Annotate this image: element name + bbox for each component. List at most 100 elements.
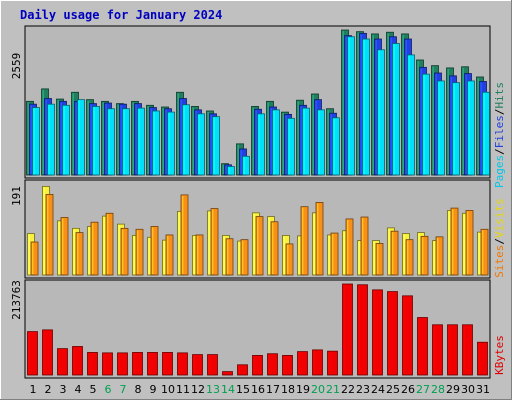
bar-kbytes-day-7: [117, 352, 128, 376]
bar-files-day-24-highlight: [375, 40, 377, 174]
bar-kbytes-day-10-body: [162, 352, 173, 376]
bar-sites-day-24-highlight: [377, 244, 379, 274]
bar-kbytes-day-22: [342, 283, 353, 376]
bar-kbytes-day-31-body: [477, 341, 488, 376]
bar-kbytes-day-19: [297, 351, 308, 376]
bar-sites-day-31-highlight: [482, 230, 484, 274]
bar-kbytes-day-23-body: [357, 284, 368, 376]
bar-sites-day-11-highlight: [182, 195, 184, 274]
bar-pages-day-6: [107, 108, 115, 176]
bar-kbytes-day-5-body: [87, 352, 98, 376]
kbytes-bars: [27, 283, 488, 376]
legend-sep: /: [493, 238, 506, 245]
bar-hits-day-7-highlight: [117, 104, 119, 174]
bar-kbytes-day-1-body: [27, 331, 38, 376]
bar-hits-day-13-highlight: [207, 111, 209, 174]
bar-pages-day-10-body: [167, 111, 175, 176]
chart-title: Daily usage for January 2024: [20, 8, 222, 22]
bar-sites-day-23-body: [360, 216, 369, 276]
bar-hits-day-16-highlight: [252, 107, 254, 174]
bar-sites-day-11-body: [180, 194, 189, 276]
bar-hits-day-14-highlight: [222, 164, 224, 174]
bar-sites-day-2-body: [45, 194, 54, 276]
bar-hits-day-5-highlight: [87, 100, 89, 174]
bar-sites-day-29-body: [450, 207, 459, 276]
bar-kbytes-day-4-highlight: [73, 347, 75, 374]
bar-pages-day-18-body: [287, 117, 295, 176]
bar-kbytes-day-21-body: [327, 350, 338, 376]
bar-sites-day-5-body: [90, 221, 99, 276]
kbytes-ymax-label: 213763: [10, 280, 23, 320]
day-label: 21: [326, 383, 340, 396]
bar-pages-day-4: [77, 99, 85, 176]
bar-sites-day-8: [135, 228, 144, 276]
bar-pages-day-12-body: [197, 113, 205, 176]
bar-hits-day-29-highlight: [447, 68, 449, 174]
day-label: 16: [251, 383, 265, 396]
bar-kbytes-day-30-body: [462, 324, 473, 376]
bar-sites-day-29: [450, 207, 459, 276]
day-label: 12: [191, 383, 205, 396]
bar-sites-day-11: [180, 194, 189, 276]
bar-sites-day-8-highlight: [137, 230, 139, 274]
bar-visits-day-13-highlight: [208, 211, 210, 274]
bar-sites-day-27-highlight: [422, 237, 424, 274]
day-label: 25: [386, 383, 400, 396]
bar-pages-day-16: [257, 113, 265, 176]
bar-kbytes-day-15-highlight: [238, 365, 240, 374]
bar-visits-day-29-highlight: [448, 211, 450, 274]
bar-hits-day-20-highlight: [312, 94, 314, 174]
bar-hits-day-31-highlight: [477, 77, 479, 174]
bar-kbytes-day-21-highlight: [328, 352, 330, 374]
bar-pages-day-30-highlight: [468, 81, 470, 174]
bar-kbytes-day-19-highlight: [298, 352, 300, 374]
bar-sites-day-13-highlight: [212, 209, 214, 274]
bar-pages-day-28-body: [437, 80, 445, 176]
bar-sites-day-12-body: [195, 234, 204, 276]
bar-pages-day-11-highlight: [183, 105, 185, 174]
bar-hits-day-28-highlight: [432, 66, 434, 174]
bar-hits-day-6-highlight: [102, 102, 104, 174]
bar-kbytes-day-25: [387, 291, 398, 376]
day-label: 9: [150, 383, 157, 396]
bar-sites-day-1-body: [30, 241, 39, 276]
legend-hits: Hits: [493, 82, 506, 109]
bar-sites-day-6-highlight: [107, 214, 109, 274]
bar-visits-day-18-highlight: [283, 236, 285, 274]
bar-sites-day-28-highlight: [437, 237, 439, 274]
visits-sites-bars: [27, 186, 489, 276]
bar-kbytes-day-2-body: [42, 329, 53, 376]
bar-kbytes-day-13: [207, 354, 218, 376]
bar-kbytes-day-22-body: [342, 283, 353, 376]
day-label: 19: [296, 383, 310, 396]
bar-pages-day-1-body: [32, 107, 40, 176]
bar-kbytes-day-26-body: [402, 295, 413, 376]
bar-sites-day-27-body: [420, 235, 429, 276]
bar-pages-day-9-body: [152, 110, 160, 176]
bar-files-day-27-highlight: [420, 68, 422, 174]
bar-files-day-11-highlight: [180, 99, 182, 174]
bar-sites-day-10-body: [165, 234, 174, 276]
bar-pages-day-6-highlight: [108, 109, 110, 174]
bar-sites-day-6: [105, 212, 114, 276]
bar-kbytes-day-26: [402, 295, 413, 376]
bar-sites-day-25-body: [390, 230, 399, 276]
bar-files-day-29-highlight: [450, 76, 452, 174]
hits-ymax-label: 2559: [10, 53, 23, 80]
bar-sites-day-19: [300, 206, 309, 276]
bar-sites-day-19-body: [300, 206, 309, 276]
bar-hits-day-9-highlight: [147, 106, 149, 174]
bar-sites-day-14-highlight: [227, 239, 229, 274]
bar-visits-day-12-highlight: [193, 236, 195, 274]
bar-kbytes-day-14-highlight: [223, 372, 225, 374]
bar-kbytes-day-9: [147, 352, 158, 376]
legend-sep: /: [493, 109, 506, 116]
bar-sites-day-20-highlight: [317, 203, 319, 274]
bar-kbytes-day-3-body: [57, 348, 68, 376]
bar-pages-day-27-highlight: [423, 75, 425, 174]
bar-hits-day-17-highlight: [267, 102, 269, 174]
bar-pages-day-20-highlight: [318, 110, 320, 174]
bar-files-day-25-highlight: [390, 37, 392, 175]
bar-files-day-13-highlight: [210, 114, 212, 174]
bar-sites-day-25: [390, 230, 399, 276]
